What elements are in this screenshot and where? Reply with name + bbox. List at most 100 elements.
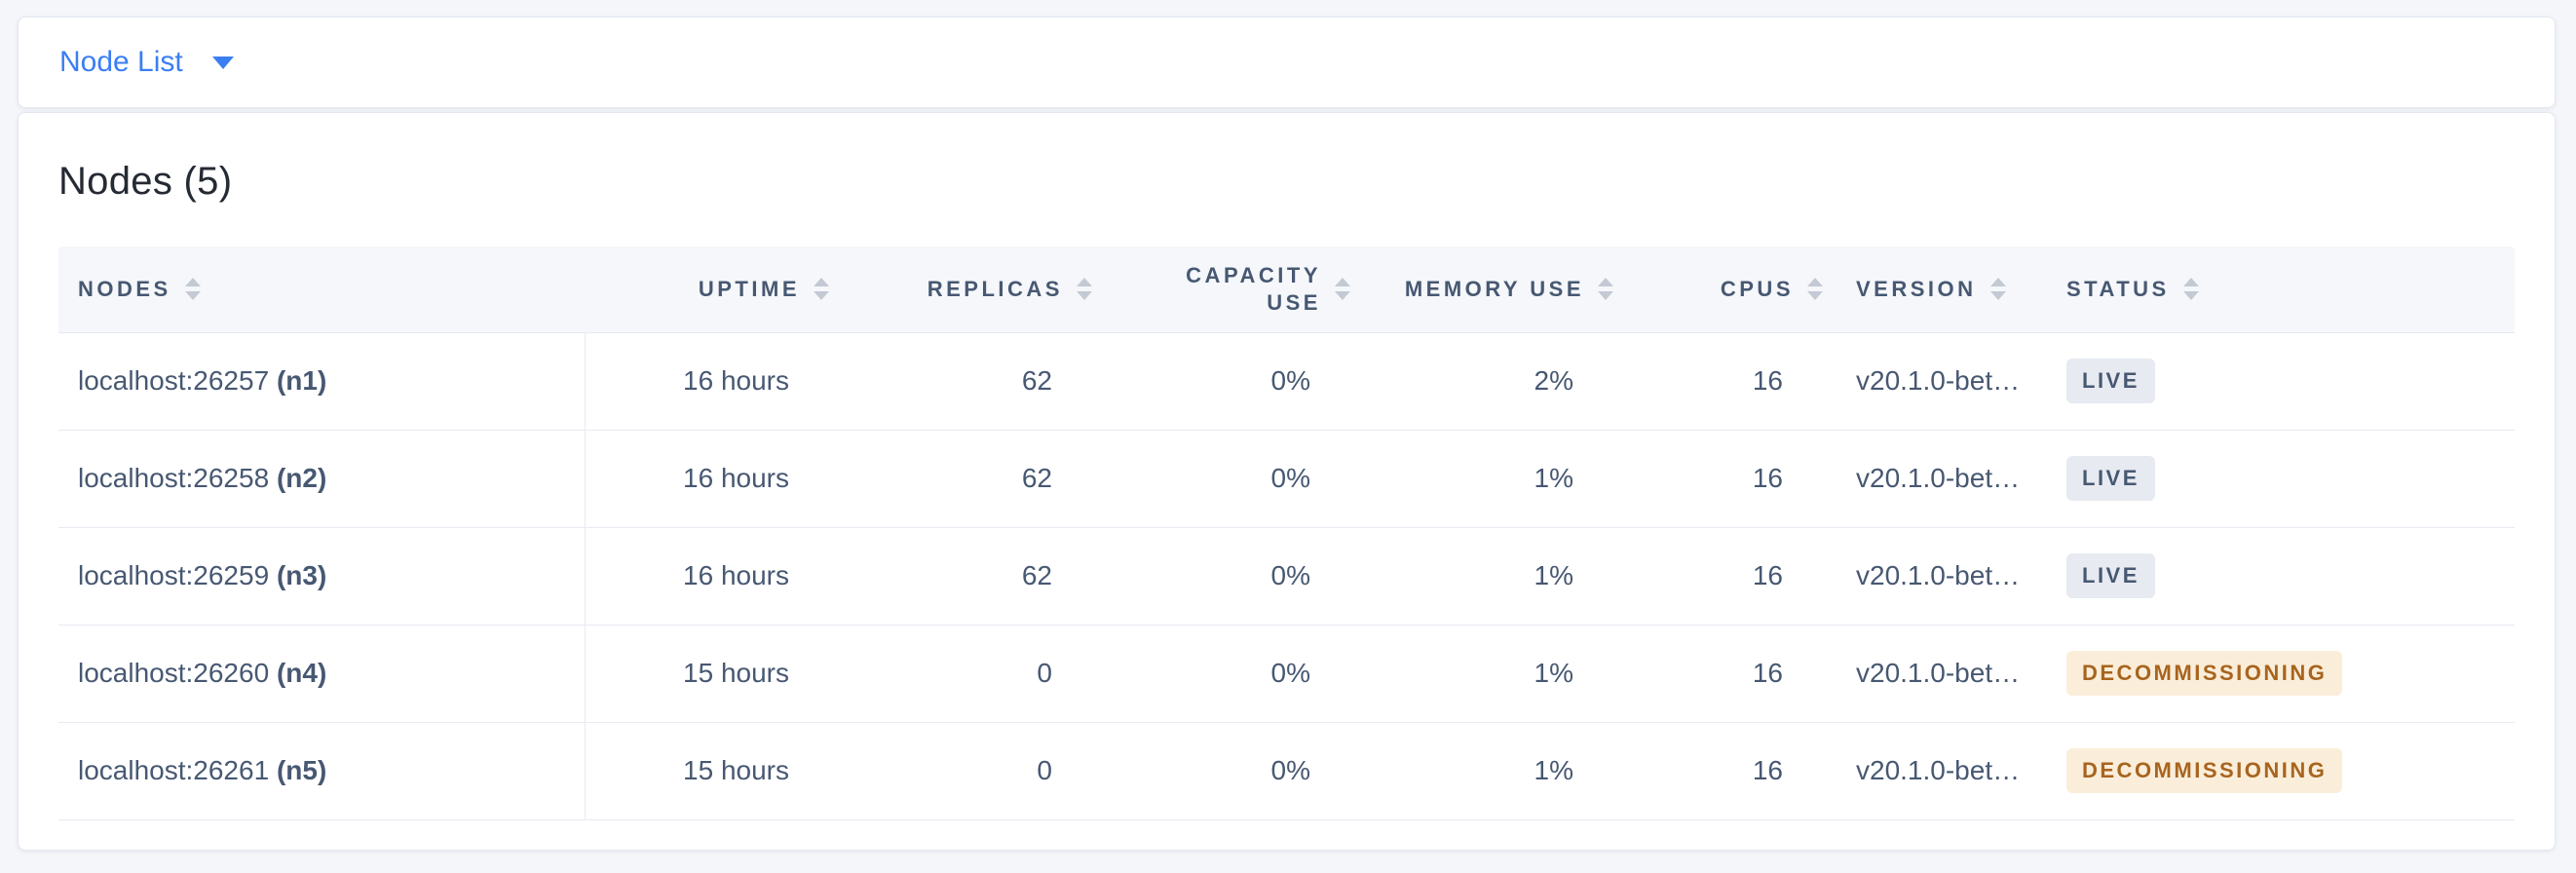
node-row: localhost:26260 (n4) 15 hours 0 0% 1% 16 v20.1…	[58, 625, 2515, 723]
cell-version: v20.1.0-bet…	[1827, 722, 2061, 820]
column-label-uptime: UPTIME	[698, 276, 800, 301]
cell-cpus: 16	[1617, 625, 1827, 723]
view-switcher-dropdown[interactable]: Node List	[59, 46, 234, 79]
cell-memory_use: 1%	[1354, 625, 1617, 723]
cell-replicas: 62	[833, 430, 1096, 528]
cell-memory_use: 1%	[1354, 430, 1617, 528]
cell-capacity_use: 0%	[1096, 722, 1354, 820]
column-header-replicas[interactable]: REPLICAS	[833, 247, 1096, 333]
sort-arrows-icon[interactable]	[184, 278, 201, 301]
cell-memory_use: 1%	[1354, 527, 1617, 626]
table-header-row: NODES UPTIME REPLICAS CAPACITY USE MEMORY US…	[58, 247, 2515, 333]
view-switcher-label: Node List	[59, 46, 183, 78]
column-label-replicas: REPLICAS	[927, 276, 1063, 301]
sort-arrows-icon[interactable]	[1335, 278, 1350, 301]
status-badge: DECOMMISSIONING	[2066, 748, 2343, 793]
column-label-cpus: CPUS	[1720, 276, 1794, 301]
column-label-capacity_use: CAPACITY USE	[1186, 263, 1321, 315]
status-badge: LIVE	[2066, 456, 2155, 501]
view-switcher-bar: Node List	[18, 17, 2556, 108]
column-header-inner: NODES	[58, 277, 581, 302]
node-address: localhost:26260	[78, 658, 270, 688]
node-row: localhost:26258 (n2) 16 hours 62 0% 1% 16 v20.…	[58, 430, 2515, 528]
node-id: (n5)	[276, 755, 327, 785]
column-header-version[interactable]: VERSION	[1827, 247, 2061, 333]
cell-replicas: 0	[833, 625, 1096, 723]
cell-status: LIVE	[2061, 332, 2515, 431]
sort-arrows-icon[interactable]	[1598, 278, 1613, 301]
column-header-memory_use[interactable]: MEMORY USE	[1354, 247, 1617, 333]
node-id: (n2)	[276, 463, 327, 493]
column-header-inner: CPUS	[1617, 277, 1823, 302]
node-address: localhost:26261	[78, 755, 270, 785]
cell-status: DECOMMISSIONING	[2061, 625, 2515, 723]
node-address: localhost:26257	[78, 365, 270, 396]
cell-status: LIVE	[2061, 430, 2515, 528]
cell-cpus: 16	[1617, 722, 1827, 820]
column-label-nodes: NODES	[78, 276, 171, 301]
cell-version: v20.1.0-bet…	[1827, 430, 2061, 528]
status-badge: DECOMMISSIONING	[2066, 651, 2343, 696]
node-id: (n4)	[276, 658, 327, 688]
column-header-uptime[interactable]: UPTIME	[585, 247, 833, 333]
cell-status: DECOMMISSIONING	[2061, 722, 2515, 820]
cell-capacity_use: 0%	[1096, 527, 1354, 626]
cell-uptime: 15 hours	[585, 625, 833, 723]
cell-uptime: 15 hours	[585, 722, 833, 820]
column-header-inner: VERSION	[1827, 277, 2057, 302]
cell-status: LIVE	[2061, 527, 2515, 626]
cell-node-address: localhost:26259 (n3)	[58, 527, 586, 626]
cell-cpus: 16	[1617, 332, 1827, 431]
node-address: localhost:26258	[78, 463, 270, 493]
cell-capacity_use: 0%	[1096, 430, 1354, 528]
column-header-cpus[interactable]: CPUS	[1617, 247, 1827, 333]
column-header-inner: STATUS	[2061, 277, 2511, 302]
column-label-version: VERSION	[1856, 276, 1977, 301]
cell-cpus: 16	[1617, 430, 1827, 528]
nodes-card: Nodes (5) NODES UPTIME REPLICAS CAPACITY US…	[18, 112, 2556, 851]
column-label-status: STATUS	[2066, 276, 2170, 301]
column-header-inner: MEMORY USE	[1354, 277, 1613, 302]
column-header-status[interactable]: STATUS	[2061, 247, 2515, 333]
status-badge: LIVE	[2066, 553, 2155, 598]
column-header-capacity_use[interactable]: CAPACITY USE	[1096, 247, 1354, 333]
caret-down-icon	[211, 56, 234, 69]
column-header-inner: REPLICAS	[833, 277, 1092, 302]
column-label-memory_use: MEMORY USE	[1404, 276, 1584, 301]
sort-arrows-icon[interactable]	[1989, 278, 2006, 301]
page-title: Nodes (5)	[58, 160, 233, 203]
node-row: localhost:26259 (n3) 16 hours 62 0% 1% 16 v20.…	[58, 527, 2515, 626]
cell-replicas: 0	[833, 722, 1096, 820]
cell-node-address: localhost:26261 (n5)	[58, 722, 586, 820]
status-badge: LIVE	[2066, 359, 2155, 403]
sort-arrows-icon[interactable]	[1807, 278, 1823, 301]
cell-uptime: 16 hours	[585, 332, 833, 431]
cell-version: v20.1.0-bet…	[1827, 527, 2061, 626]
node-address: localhost:26259	[78, 560, 270, 590]
cell-version: v20.1.0-bet…	[1827, 332, 2061, 431]
cell-memory_use: 2%	[1354, 332, 1617, 431]
cell-capacity_use: 0%	[1096, 332, 1354, 431]
cell-node-address: localhost:26258 (n2)	[58, 430, 586, 528]
cell-node-address: localhost:26260 (n4)	[58, 625, 586, 723]
cell-replicas: 62	[833, 332, 1096, 431]
sort-arrows-icon[interactable]	[2182, 278, 2199, 301]
cell-replicas: 62	[833, 527, 1096, 626]
node-row: localhost:26261 (n5) 15 hours 0 0% 1% 16 v20.1…	[58, 722, 2515, 820]
cell-cpus: 16	[1617, 527, 1827, 626]
node-id: (n3)	[276, 560, 327, 590]
cell-capacity_use: 0%	[1096, 625, 1354, 723]
node-id: (n1)	[276, 365, 327, 396]
sort-arrows-icon[interactable]	[814, 278, 829, 301]
cell-node-address: localhost:26257 (n1)	[58, 332, 586, 431]
column-header-inner: CAPACITY USE	[1096, 262, 1350, 316]
nodes-table: NODES UPTIME REPLICAS CAPACITY USE MEMORY US…	[58, 247, 2515, 820]
cell-version: v20.1.0-bet…	[1827, 625, 2061, 723]
cell-memory_use: 1%	[1354, 722, 1617, 820]
cell-uptime: 16 hours	[585, 430, 833, 528]
column-header-inner: UPTIME	[585, 277, 829, 302]
column-header-nodes[interactable]: NODES	[58, 247, 585, 333]
sort-arrows-icon[interactable]	[1077, 278, 1092, 301]
node-row: localhost:26257 (n1) 16 hours 62 0% 2% 16 v20.…	[58, 332, 2515, 431]
